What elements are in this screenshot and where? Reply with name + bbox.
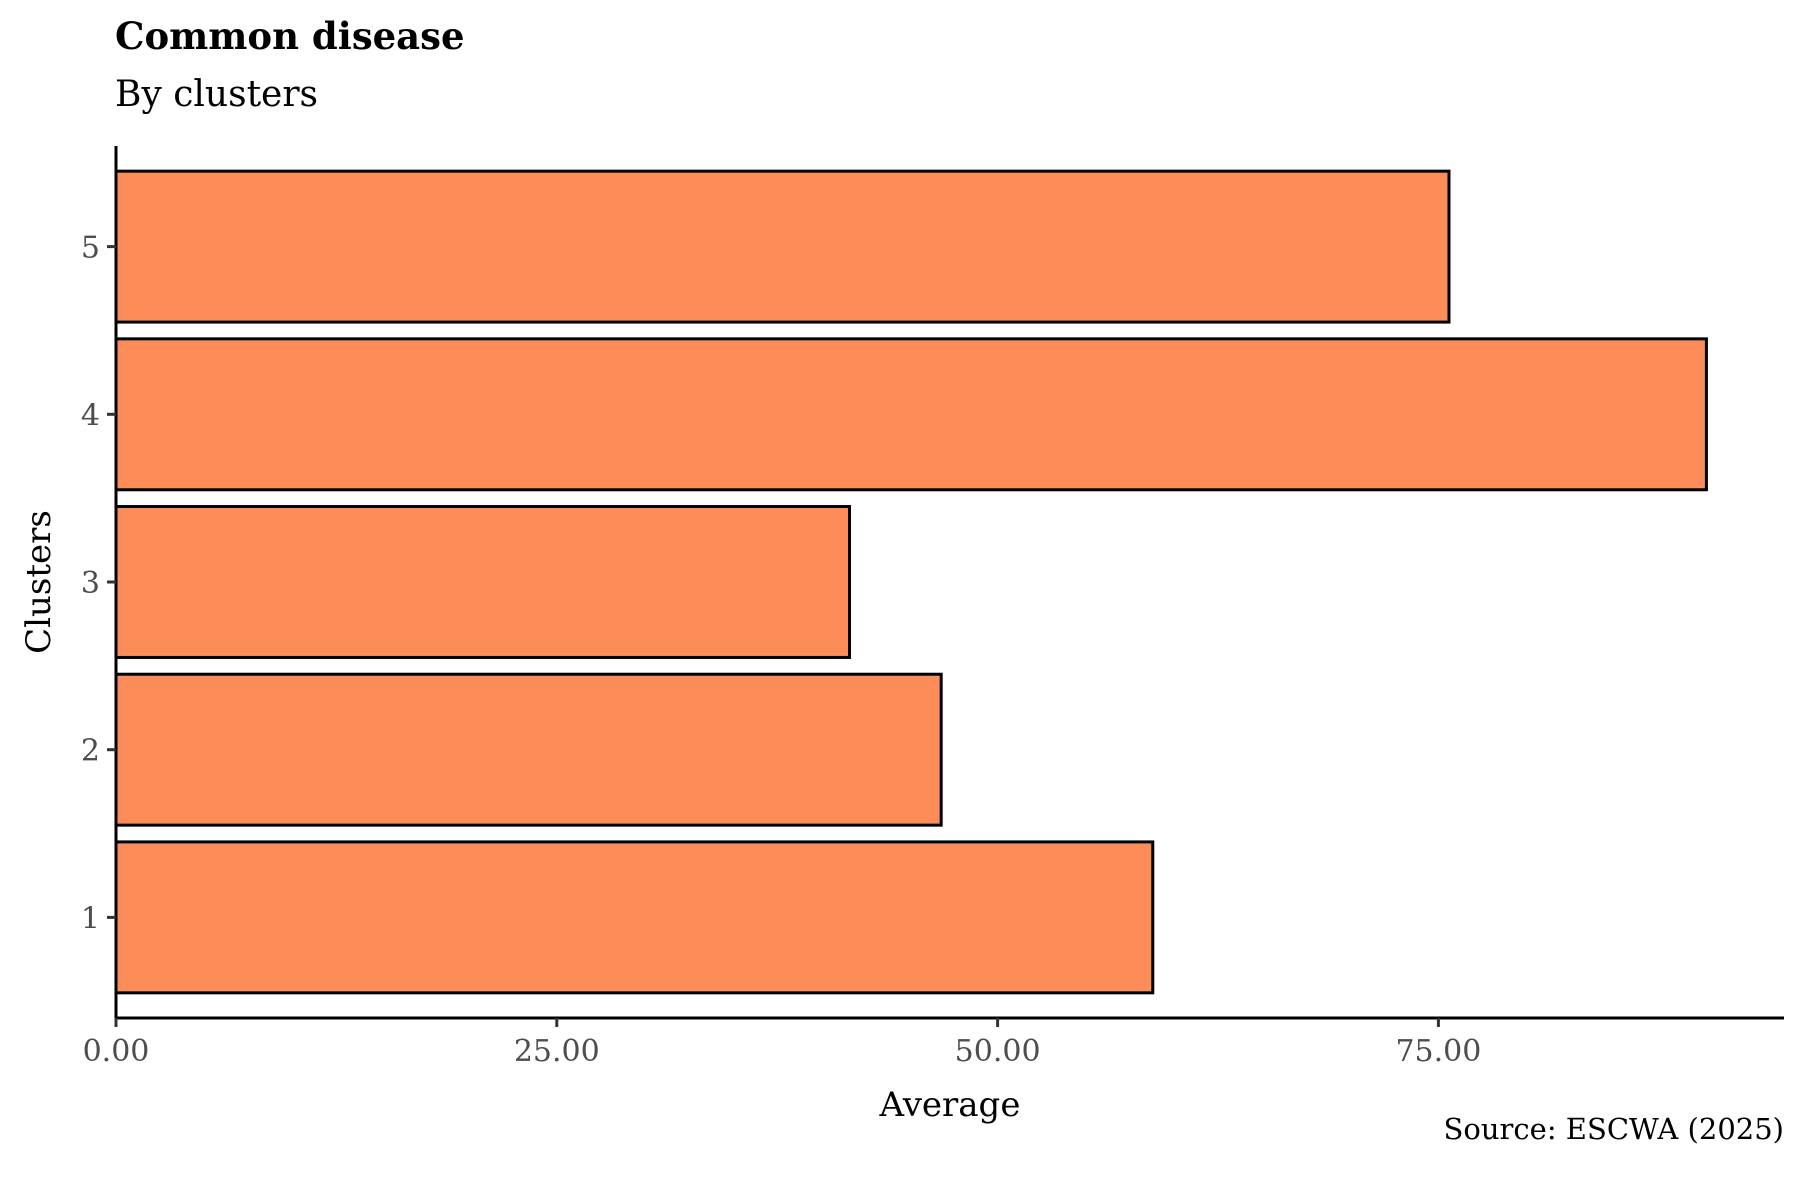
chart-title: Common disease — [115, 14, 465, 58]
x-ticks-group: 0.00 25.00 50.00 75.00 — [83, 1018, 1481, 1069]
y-tick-label: 4 — [81, 398, 100, 433]
bar-cluster-4 — [114, 337, 1708, 492]
bars-group — [114, 169, 1708, 995]
bar-cluster-5 — [114, 169, 1451, 324]
y-tick-label: 1 — [81, 901, 100, 936]
y-tick-label: 3 — [81, 566, 100, 601]
x-axis-title: Average — [879, 1085, 1021, 1125]
bar-cluster-3 — [114, 505, 851, 659]
y-tick-label: 5 — [81, 231, 100, 266]
y-ticks-group: 1 2 3 4 5 — [81, 231, 116, 936]
bar-cluster-1 — [114, 840, 1155, 995]
x-tick-label: 50.00 — [955, 1034, 1041, 1069]
x-tick-label: 0.00 — [83, 1034, 150, 1069]
chart-caption: Source: ESCWA (2025) — [1443, 1112, 1784, 1146]
x-tick-label: 75.00 — [1395, 1034, 1481, 1069]
chart-subtitle: By clusters — [115, 74, 319, 115]
x-tick-label: 25.00 — [514, 1034, 600, 1069]
bar-cluster-2 — [114, 672, 943, 827]
y-axis-title: Clusters — [19, 510, 59, 654]
y-tick-label: 2 — [81, 734, 100, 769]
